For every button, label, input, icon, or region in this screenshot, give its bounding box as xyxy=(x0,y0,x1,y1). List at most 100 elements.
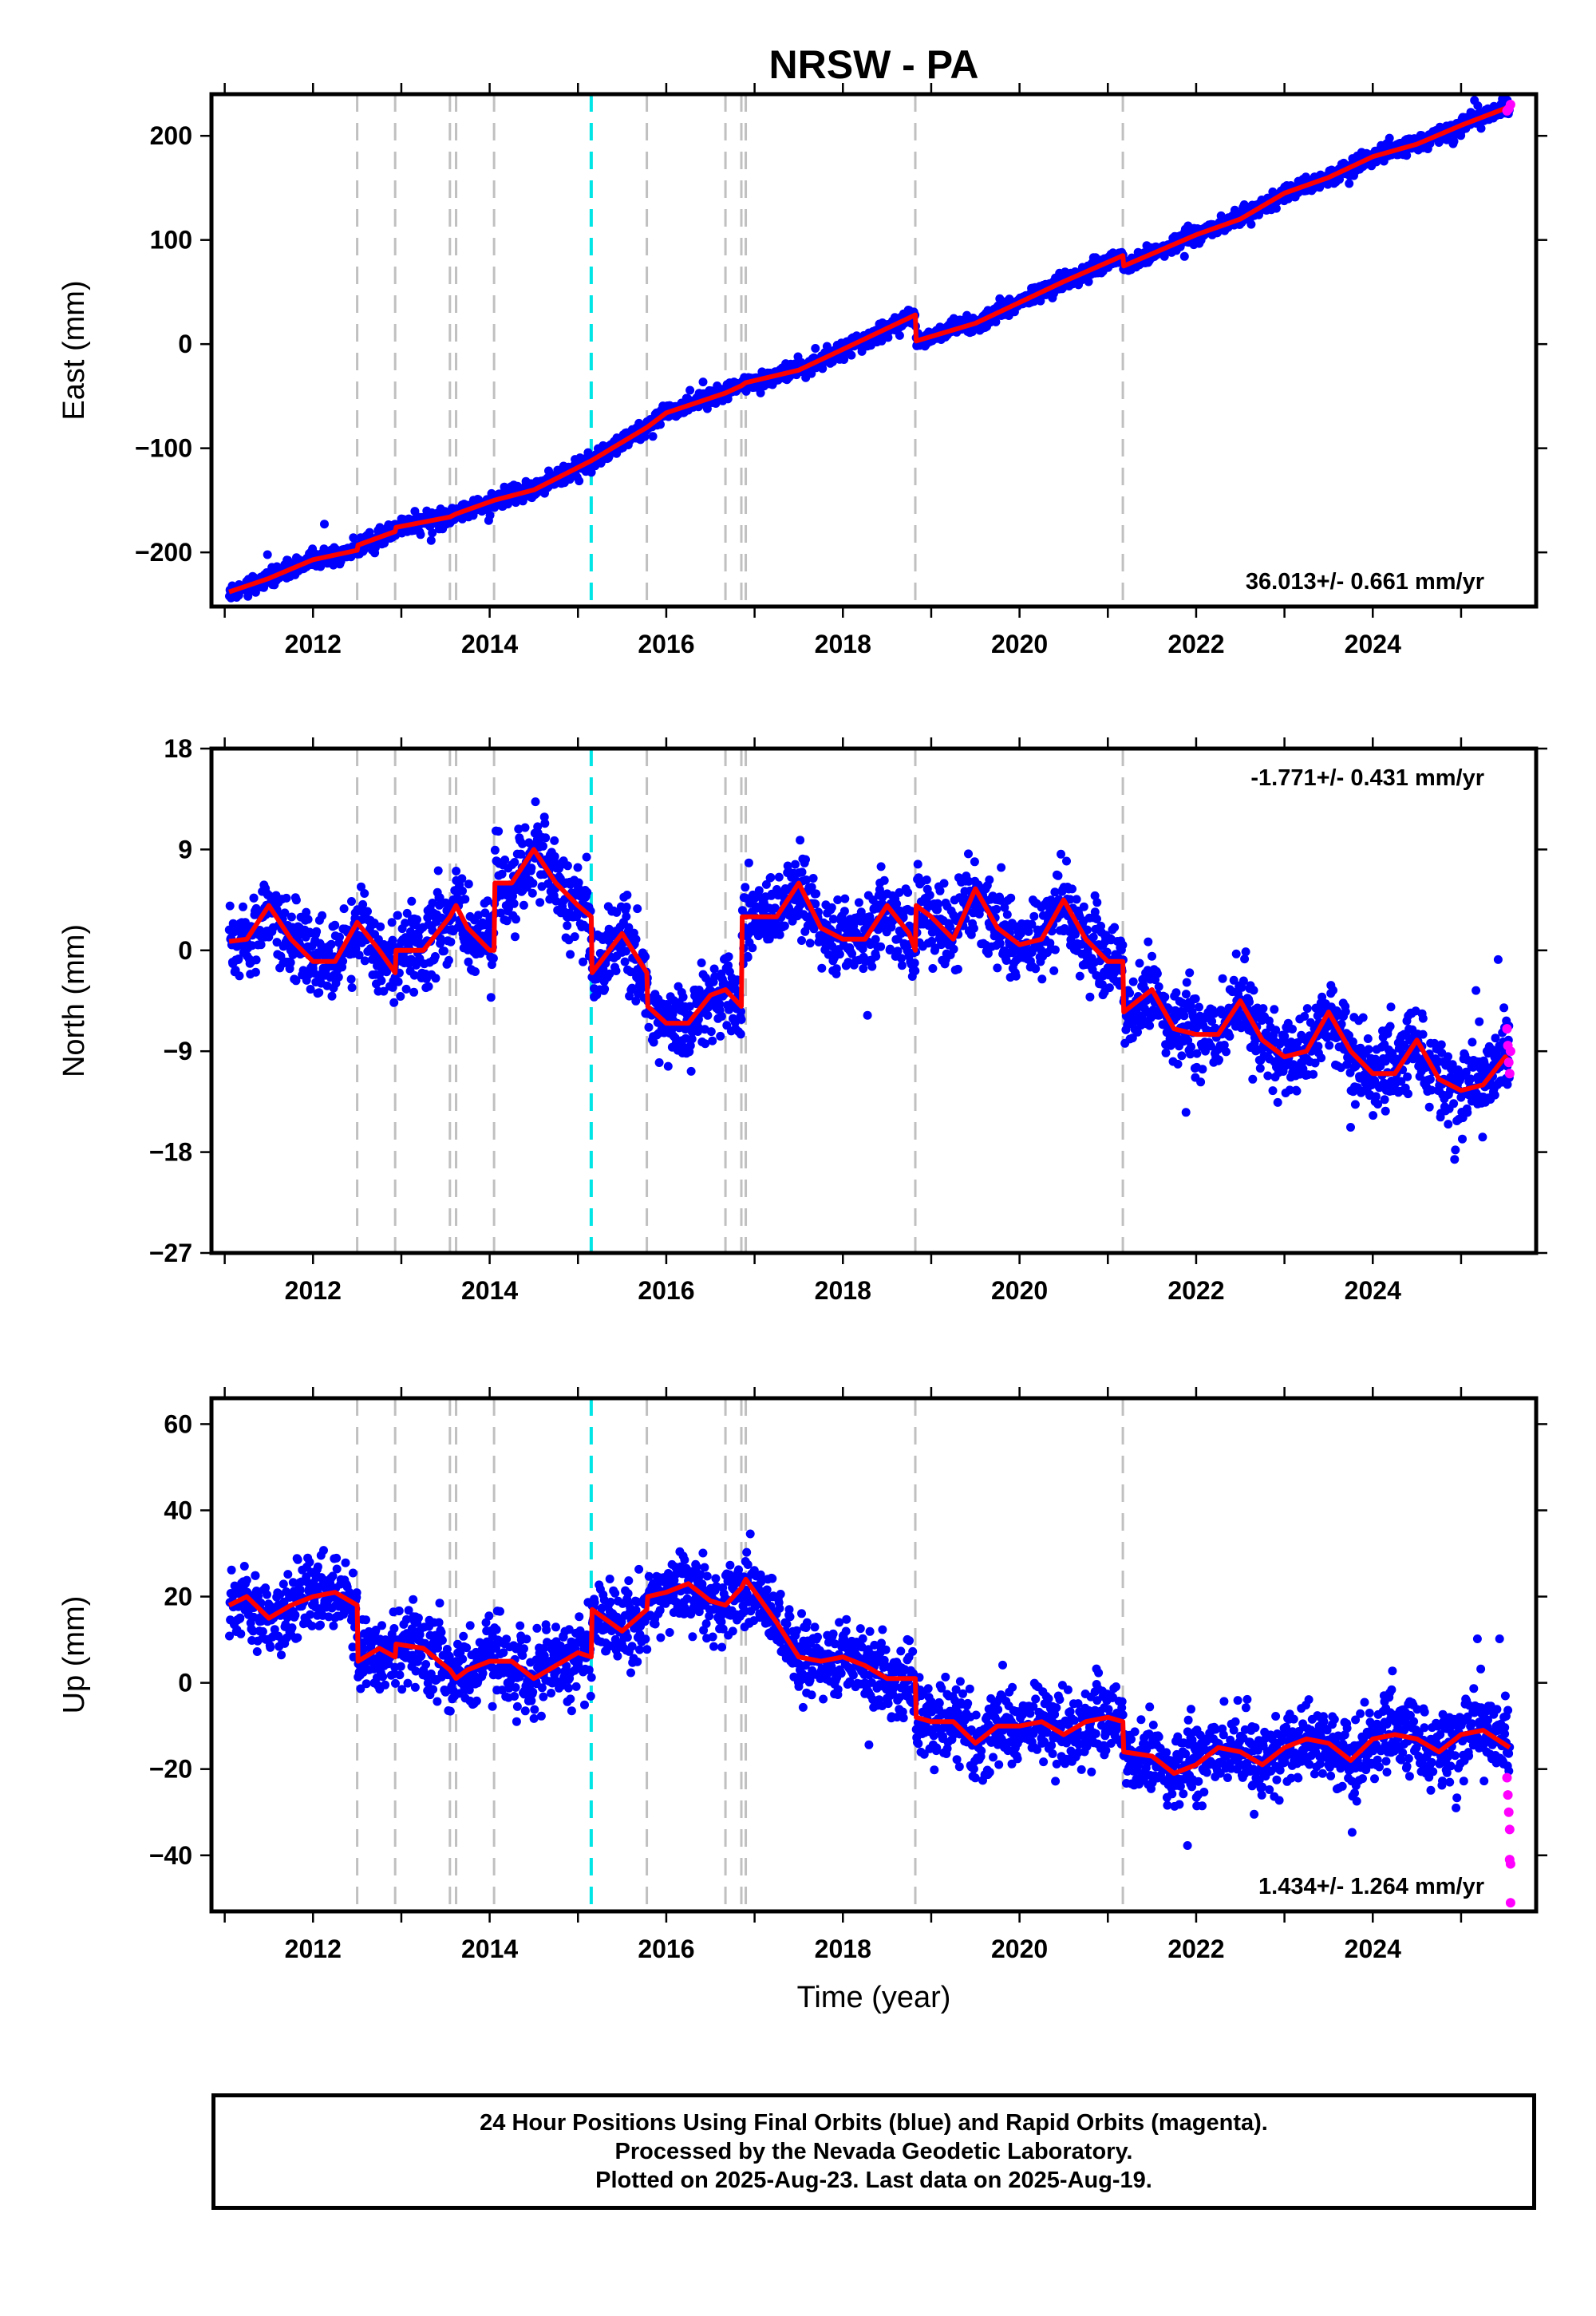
final-orbit-point xyxy=(1222,1047,1231,1057)
final-orbit-point xyxy=(694,986,704,994)
final-orbit-point xyxy=(358,899,368,909)
final-orbit-point xyxy=(812,889,821,899)
final-orbit-point xyxy=(775,930,784,939)
final-orbit-point xyxy=(575,476,584,486)
final-orbit-point xyxy=(519,900,528,910)
final-orbit-point xyxy=(251,955,261,965)
final-orbit-point xyxy=(346,974,356,984)
final-orbit-point xyxy=(335,932,344,942)
final-orbit-point xyxy=(1255,1064,1265,1073)
final-orbit-point xyxy=(1125,988,1135,998)
final-orbit-point xyxy=(312,927,322,936)
final-orbit-point xyxy=(360,889,369,898)
final-orbit-point xyxy=(1288,1025,1297,1034)
final-orbit-point xyxy=(539,812,549,822)
final-orbit-point xyxy=(1104,983,1114,993)
final-orbit-point xyxy=(927,936,937,946)
final-orbit-point xyxy=(1181,990,1191,999)
final-orbit-point xyxy=(686,1066,696,1076)
x-tick-label: 2022 xyxy=(1167,630,1224,658)
final-orbit-point xyxy=(858,944,867,954)
final-orbit-point xyxy=(886,944,895,954)
final-orbit-point xyxy=(550,852,559,861)
final-orbit-point xyxy=(1077,939,1086,949)
final-orbit-point xyxy=(644,1022,654,1032)
final-orbit-point xyxy=(330,920,340,930)
x-tick-label: 2020 xyxy=(991,630,1048,658)
final-orbit-point xyxy=(349,533,358,543)
final-orbit-point xyxy=(1402,151,1412,160)
final-orbit-point xyxy=(925,891,934,900)
final-orbit-point xyxy=(935,886,945,895)
final-orbit-point xyxy=(839,355,849,364)
final-orbit-point xyxy=(464,957,473,966)
final-orbit-point xyxy=(654,1058,664,1067)
final-orbit-point xyxy=(1002,910,1012,919)
final-orbit-point xyxy=(840,894,850,903)
final-orbit-point xyxy=(1050,887,1060,897)
final-orbit-point xyxy=(409,970,419,980)
final-orbit-point xyxy=(291,976,301,986)
final-orbit-point xyxy=(1246,219,1256,229)
final-orbit-point xyxy=(1229,975,1238,985)
final-orbit-point xyxy=(1110,923,1120,932)
final-orbit-point xyxy=(1024,927,1033,936)
final-orbit-point xyxy=(983,949,993,958)
final-orbit-point xyxy=(946,922,954,931)
final-orbit-point xyxy=(685,385,695,395)
final-orbit-point xyxy=(706,1027,716,1037)
final-orbit-point xyxy=(423,913,433,923)
final-orbit-point xyxy=(1329,986,1337,995)
final-orbit-point xyxy=(969,923,978,933)
final-orbit-point xyxy=(1280,1031,1290,1041)
final-orbit-point xyxy=(1102,947,1112,957)
final-orbit-point xyxy=(497,869,507,879)
final-orbit-point xyxy=(1476,124,1486,133)
final-orbit-point xyxy=(401,919,410,928)
final-orbit-point xyxy=(701,1039,710,1049)
final-orbit-point xyxy=(251,967,260,977)
final-orbit-point xyxy=(406,954,416,964)
final-orbit-point xyxy=(1196,1077,1206,1087)
model-fit-line xyxy=(228,104,1511,595)
final-orbit-point xyxy=(910,958,919,968)
final-orbit-point xyxy=(502,916,512,926)
final-orbit-point xyxy=(1191,994,1200,1003)
final-orbit-point xyxy=(833,895,843,904)
final-orbit-point xyxy=(985,875,994,884)
y-axis-label: East (mm) xyxy=(57,280,91,420)
final-orbit-point xyxy=(1186,1049,1195,1059)
final-orbit-point xyxy=(409,987,419,997)
final-orbit-point xyxy=(413,932,423,942)
final-orbit-point xyxy=(485,511,495,520)
final-orbit-point xyxy=(633,904,642,914)
final-orbit-point xyxy=(509,899,519,908)
final-orbit-point xyxy=(622,947,630,956)
final-orbit-point xyxy=(387,918,397,927)
final-orbit-point xyxy=(1271,1026,1281,1035)
final-orbit-point xyxy=(970,857,979,867)
final-orbit-point xyxy=(566,950,575,959)
final-orbit-point xyxy=(685,1002,694,1011)
final-orbit-point xyxy=(766,873,776,882)
final-orbit-point xyxy=(1072,895,1081,904)
final-orbit-point xyxy=(1084,277,1093,287)
final-orbit-point xyxy=(1152,969,1162,978)
final-orbit-point xyxy=(1300,1012,1310,1021)
final-orbit-point xyxy=(1097,980,1107,989)
final-orbit-point xyxy=(426,536,436,545)
final-orbit-point xyxy=(911,966,920,975)
final-orbit-point xyxy=(490,845,500,855)
final-orbit-point xyxy=(933,899,942,909)
final-orbit-point xyxy=(1185,968,1195,978)
final-orbit-point xyxy=(937,938,946,947)
final-orbit-point xyxy=(678,992,688,1002)
final-orbit-point xyxy=(832,964,841,974)
final-orbit-point xyxy=(1057,849,1065,859)
final-orbit-point xyxy=(527,864,536,873)
final-orbit-point xyxy=(424,982,433,991)
final-orbit-point xyxy=(1258,1004,1268,1014)
final-orbit-point xyxy=(573,863,583,872)
final-orbit-point xyxy=(440,947,448,956)
